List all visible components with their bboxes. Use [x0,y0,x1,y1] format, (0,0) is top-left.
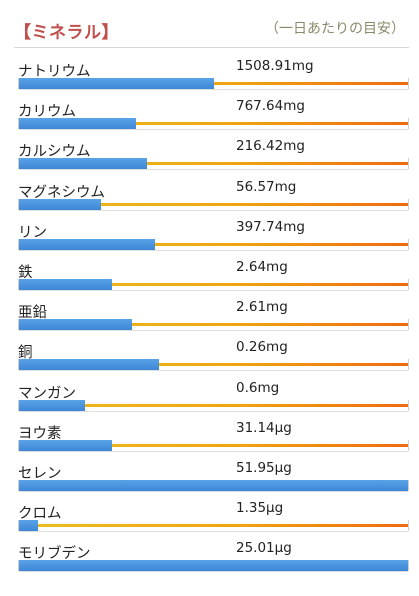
mineral-list: ナトリウム 1508.91mg カリウム 767.64mg カルシウム 216.42mg マ… [14,52,409,574]
mineral-row: ヨウ素 31.14μg [14,414,409,454]
mineral-name: 銅 [18,345,33,362]
mineral-bar [18,399,409,412]
mineral-bar-fill [19,359,160,371]
mineral-row: 亜鉛 2.61mg [14,293,409,333]
mineral-row: マンガン 0.6mg [14,374,409,414]
mineral-bar-base [19,450,408,452]
mineral-bar-base [19,410,408,412]
mineral-name: クロム [18,506,62,523]
mineral-name: マンガン [18,385,76,402]
mineral-bar [18,158,409,171]
mineral-value: 31.14μg [236,419,292,436]
mineral-bar-fill [19,560,408,572]
mineral-bar-base [19,169,408,171]
mineral-value: 2.64mg [236,258,288,275]
mineral-name: 鉄 [18,264,33,281]
mineral-row: マグネシウム 56.57mg [14,173,409,213]
mineral-bar-fill [19,479,408,491]
mineral-bar [18,560,409,573]
mineral-bar-base [19,289,408,291]
mineral-value: 767.64mg [236,98,305,115]
mineral-name: モリブデン [18,546,91,563]
mineral-bar-track [19,82,408,85]
mineral-bar-fill [19,78,214,89]
mineral-row: 銅 0.26mg [14,333,409,373]
mineral-bar-track [19,162,408,166]
mineral-row: セレン 51.95μg [14,454,409,494]
mineral-bar-base [19,571,408,573]
mineral-bar [18,479,409,492]
mineral-bar-track [19,122,408,126]
mineral-bar-base [19,330,408,332]
mineral-bar-base [19,89,408,90]
mineral-bar [18,520,409,533]
mineral-bar [18,238,409,251]
mineral-bar-track [19,242,408,246]
mineral-value: 25.01μg [236,540,292,557]
mineral-name: ナトリウム [18,64,91,80]
mineral-value: 56.57mg [236,178,297,195]
mineral-name: マグネシウム [18,184,105,201]
mineral-bar-base [19,209,408,211]
mineral-value: 0.6mg [236,379,280,396]
mineral-name: ヨウ素 [18,425,62,442]
mineral-row: クロム 1.35μg [14,494,409,534]
mineral-row: ナトリウム 1508.91mg [14,52,409,92]
mineral-bar-base [19,370,408,372]
mineral-bar [18,278,409,291]
mineral-bar-fill [19,399,86,411]
mineral-bar-fill [19,198,101,210]
mineral-value: 0.26mg [236,339,288,356]
mineral-bar-track [19,323,408,327]
mineral-bar-base [19,490,408,492]
mineral-value: 51.95μg [236,459,292,476]
mineral-value: 1.35μg [236,500,284,517]
mineral-name: カルシウム [18,144,91,161]
mineral-bar-fill [19,278,113,290]
mineral-value: 216.42mg [236,138,305,155]
mineral-bar [18,439,409,452]
mineral-bar-fill [19,439,113,451]
mineral-value: 397.74mg [236,218,305,235]
mineral-bar-base [19,531,408,533]
mineral-value: 1508.91mg [236,58,314,74]
mineral-row: カリウム 767.64mg [14,92,409,132]
mineral-bar-fill [19,238,156,250]
mineral-bar-fill [19,118,136,130]
mineral-bar [18,319,409,332]
mineral-bar [18,198,409,211]
mineral-row: カルシウム 216.42mg [14,132,409,172]
mineral-bar-fill [19,319,132,331]
mineral-bar-fill [19,158,148,170]
mineral-bar-track [19,363,408,367]
mineral-name: リン [18,224,47,241]
mineral-bar-fill [19,520,39,532]
mineral-row: モリブデン 25.01μg [14,534,409,574]
mineral-name: セレン [18,465,62,482]
mineral-value: 2.61mg [236,299,288,316]
mineral-bar-track [19,403,408,407]
panel-title: 【ミネラル】 [14,23,119,43]
mineral-bar [18,118,409,131]
mineral-bar [18,78,409,90]
mineral-bar-track [19,202,408,206]
panel-header: 【ミネラル】 （一日あたりの目安） [14,8,409,48]
mineral-bar-track [19,282,408,286]
panel-subtitle: （一日あたりの目安） [265,21,405,37]
mineral-bar-base [19,129,408,131]
mineral-row: 鉄 2.64mg [14,253,409,293]
mineral-row: リン 397.74mg [14,213,409,253]
mineral-bar-base [19,249,408,251]
mineral-bar-track [19,524,408,528]
mineral-bar-track [19,443,408,447]
mineral-name: カリウム [18,104,76,121]
mineral-name: 亜鉛 [18,305,47,322]
mineral-bar [18,359,409,372]
